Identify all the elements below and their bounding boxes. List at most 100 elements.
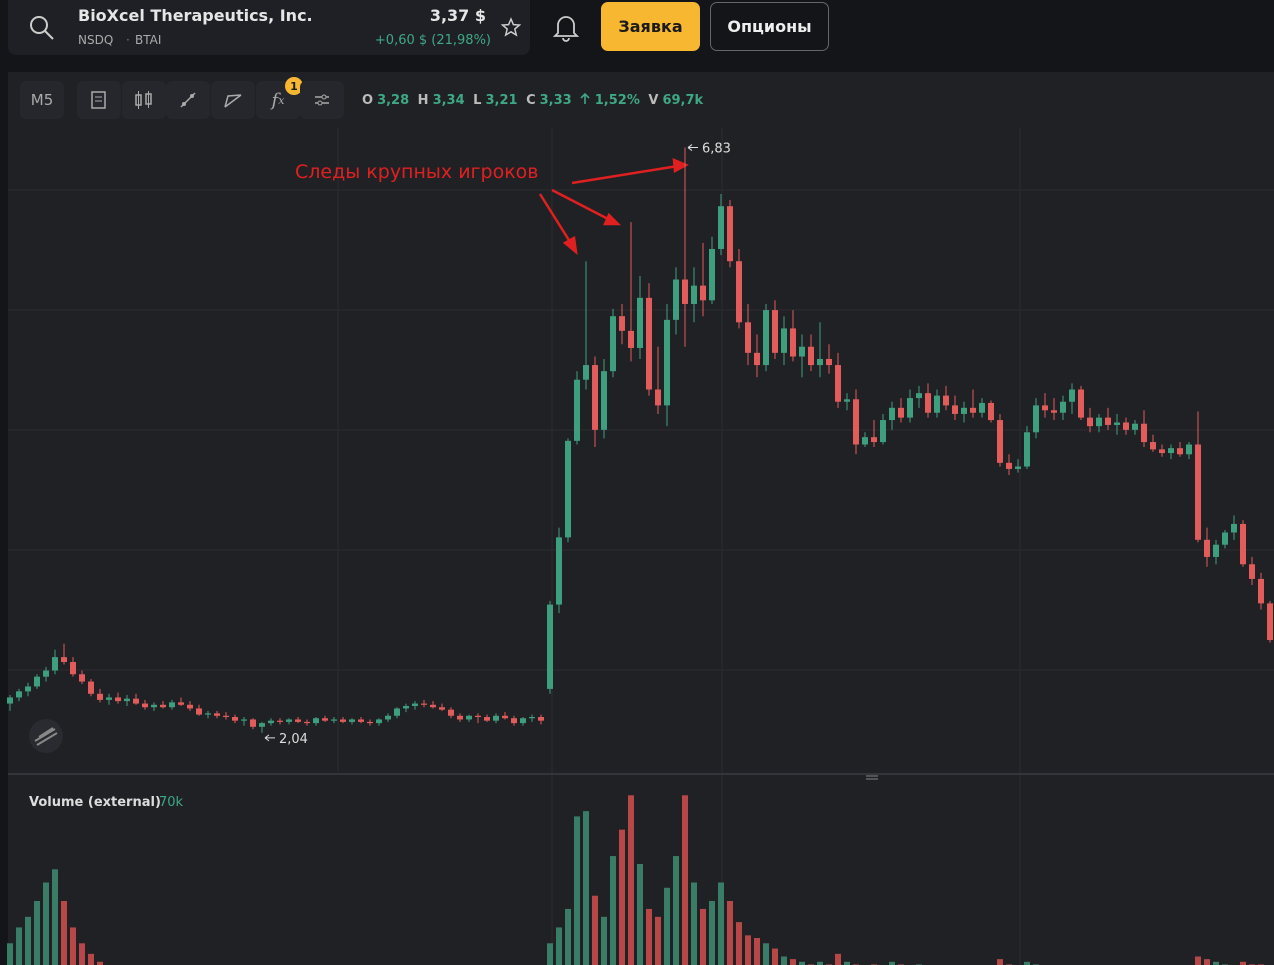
candle-body — [187, 704, 193, 709]
order-button[interactable]: Заявка — [601, 2, 700, 51]
alert-bell[interactable] — [552, 12, 580, 42]
candle-body — [736, 261, 742, 323]
candle-body — [1060, 401, 1066, 413]
candle-body — [1069, 389, 1075, 402]
candle-body — [322, 718, 328, 721]
candle-body — [88, 681, 94, 694]
candle-body — [421, 703, 427, 705]
tool-button[interactable] — [166, 81, 210, 119]
candle-body — [961, 407, 967, 414]
ohlc-value: 3,28 — [377, 93, 410, 108]
candle-body — [1267, 603, 1273, 641]
candle-body — [844, 399, 850, 402]
candle-body — [664, 319, 670, 406]
volume-bar — [583, 811, 589, 965]
volume-bar — [7, 943, 13, 965]
volume-bar — [61, 901, 67, 965]
tool-button[interactable] — [77, 81, 121, 119]
candle-body — [979, 402, 985, 413]
exchange: NSDQ — [78, 33, 114, 47]
candle-body — [574, 379, 580, 441]
candle-body — [1051, 410, 1057, 413]
candle-body — [151, 704, 157, 708]
ohlc-change: 1,52% — [594, 93, 640, 108]
candle-body — [1123, 422, 1129, 430]
candle-body — [970, 407, 976, 413]
up-arrow — [580, 92, 590, 104]
search-icon[interactable] — [28, 14, 56, 42]
grid — [8, 128, 1274, 965]
volume-bar — [34, 901, 40, 965]
candle-body — [16, 691, 22, 698]
candle-body — [160, 704, 166, 708]
ohlc-key: C — [526, 93, 536, 108]
candle-body — [232, 717, 238, 721]
candle-body — [1240, 523, 1246, 565]
high-marker — [687, 144, 698, 151]
candle-body — [1141, 423, 1147, 443]
candle-body — [475, 715, 481, 718]
candle-body — [772, 310, 778, 353]
candle-body — [988, 402, 994, 421]
candle-body — [925, 393, 931, 413]
candle-body — [781, 328, 787, 353]
volume-bar — [43, 882, 49, 965]
candle-body — [619, 316, 625, 331]
candle-body — [358, 719, 364, 722]
volume-bar — [1204, 959, 1210, 965]
candle-body — [1168, 448, 1174, 454]
tool-button[interactable] — [122, 81, 166, 119]
candle-body — [1231, 523, 1237, 533]
ohlc-key: L — [473, 93, 482, 108]
candle-body — [700, 285, 706, 301]
candle-body — [538, 717, 544, 721]
price: 3,37 $ — [429, 6, 486, 25]
candle-body — [916, 393, 922, 399]
volume-bar — [799, 961, 805, 965]
candle-body — [223, 715, 229, 718]
ticker: BTAI — [135, 33, 162, 47]
candle-body — [763, 310, 769, 366]
volume-bar — [79, 943, 85, 965]
volume-bar — [655, 916, 661, 965]
candle-body — [214, 713, 220, 716]
tool-button[interactable] — [211, 81, 255, 119]
ohlc-key: H — [417, 93, 429, 108]
ohlc-value: 3,21 — [485, 93, 518, 108]
volume-bar — [556, 927, 562, 965]
candle-body — [583, 365, 589, 380]
annotation: Следы крупных игроков — [295, 161, 539, 183]
volume-bar — [637, 864, 643, 965]
instrument-panel: BioXcel Therapeutics, Inc. NSDQ · BTAI 3… — [8, 0, 530, 55]
candle-body — [790, 328, 796, 357]
volume-bar — [745, 935, 751, 965]
candle-body — [466, 715, 472, 720]
volume-bar — [25, 916, 31, 965]
volume-bar — [1195, 956, 1201, 965]
candle-body — [1204, 539, 1210, 557]
settings-button[interactable] — [300, 81, 344, 119]
candle-body — [1114, 422, 1120, 425]
candle-body — [1222, 532, 1228, 545]
volume-bar — [844, 961, 850, 965]
candle-body — [709, 248, 715, 301]
candle-body — [880, 420, 886, 443]
annotation-arrows — [538, 158, 689, 255]
candle-body — [691, 285, 697, 304]
resize-handle[interactable] — [866, 775, 878, 780]
volume-bar — [619, 829, 625, 965]
options-button[interactable]: Опционы — [710, 2, 829, 51]
company-name: BioXcel Therapeutics, Inc. — [78, 6, 313, 25]
candle-body — [376, 719, 382, 724]
volume-bar — [16, 927, 22, 965]
candle-body — [835, 365, 841, 402]
candle-body — [1078, 389, 1084, 418]
candle-body — [646, 297, 652, 390]
volume-bar — [709, 901, 715, 965]
favorite-star[interactable] — [501, 17, 521, 37]
interval-button[interactable]: M5 — [20, 81, 64, 119]
volume-bar — [817, 961, 823, 965]
candle-body — [727, 206, 733, 262]
candle-body — [556, 537, 562, 605]
candle-body — [196, 708, 202, 715]
